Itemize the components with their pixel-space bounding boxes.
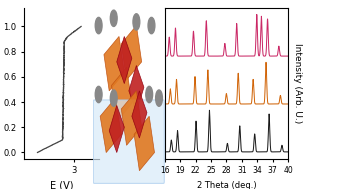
Circle shape	[95, 86, 102, 103]
Circle shape	[110, 10, 117, 26]
X-axis label: 2 Theta (deg.): 2 Theta (deg.)	[197, 181, 256, 189]
Circle shape	[146, 86, 153, 103]
Polygon shape	[117, 36, 132, 84]
Polygon shape	[121, 26, 142, 80]
Circle shape	[156, 90, 162, 106]
Polygon shape	[121, 91, 142, 145]
Polygon shape	[134, 116, 154, 171]
Circle shape	[133, 14, 140, 30]
X-axis label: E (V): E (V)	[50, 181, 73, 189]
Polygon shape	[111, 67, 132, 122]
Polygon shape	[132, 91, 147, 138]
FancyBboxPatch shape	[93, 100, 164, 183]
Circle shape	[95, 17, 102, 34]
Polygon shape	[129, 65, 144, 113]
Circle shape	[148, 17, 155, 34]
Text: Intensity (Arb. U.): Intensity (Arb. U.)	[293, 43, 302, 123]
Polygon shape	[109, 105, 124, 153]
Circle shape	[110, 90, 117, 106]
Polygon shape	[104, 36, 124, 91]
Polygon shape	[100, 98, 121, 153]
